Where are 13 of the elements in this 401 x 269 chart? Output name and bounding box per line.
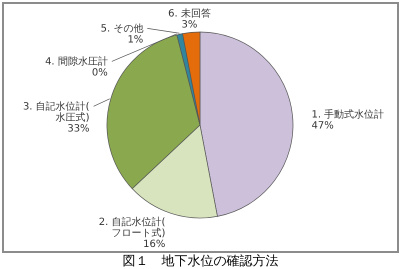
slice-label: 1. 手動式水位計 bbox=[312, 108, 384, 120]
data-label: 1% bbox=[127, 34, 144, 46]
data-label: 47% bbox=[312, 120, 334, 132]
text: 0% bbox=[92, 67, 108, 78]
text: 図１ 地下水位の確認方法 bbox=[122, 253, 278, 269]
category-label: 4. 間隙水圧計 bbox=[45, 56, 108, 68]
data-label: 3% bbox=[182, 19, 198, 30]
slice-label: 3. 自記水位計(水圧式) bbox=[22, 100, 90, 124]
slice-label: 2. 自記水位計(フロート式) bbox=[98, 216, 166, 239]
slice-label: 5. その他 bbox=[100, 22, 144, 34]
slice-label: 6. 未回答 bbox=[168, 7, 211, 20]
data-label: 16% bbox=[143, 239, 166, 250]
data-label: 33% bbox=[67, 123, 90, 134]
